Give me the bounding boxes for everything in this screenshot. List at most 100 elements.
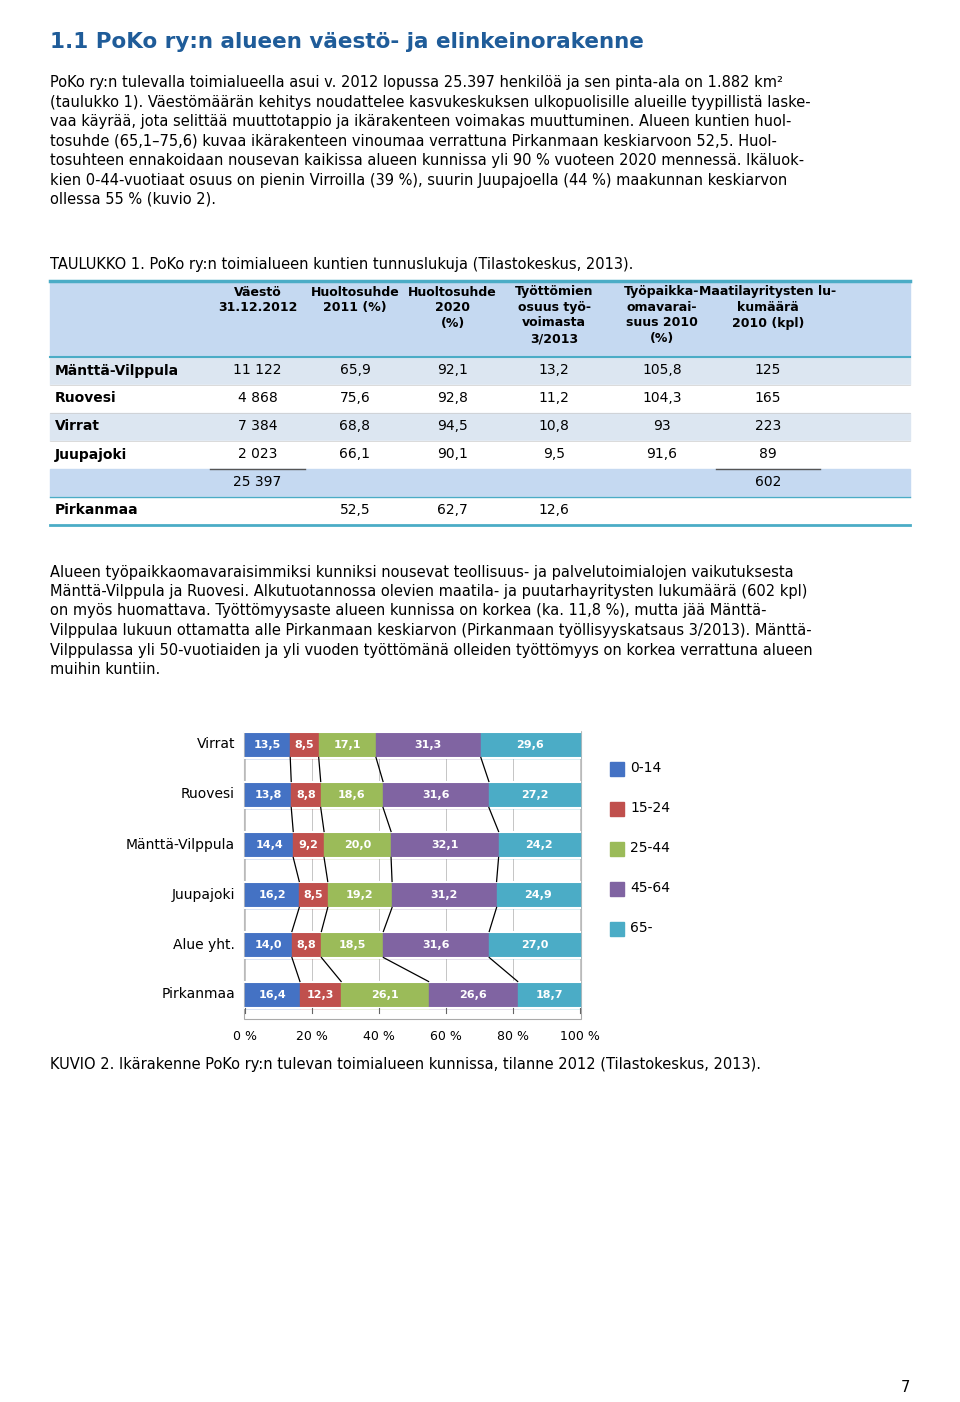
Text: (taulukko 1). Väestömäärän kehitys noudattelee kasvukeskuksen ulkopuolisille alu: (taulukko 1). Väestömäärän kehitys nouda… (50, 94, 810, 109)
Text: 13,8: 13,8 (254, 789, 282, 799)
Bar (481, 732, 580, 757)
Text: 45-64: 45-64 (630, 882, 670, 896)
Text: 602: 602 (755, 475, 781, 489)
Bar (300, 981, 341, 1008)
Text: 8,8: 8,8 (296, 789, 316, 799)
Text: TAULUKKO 1. PoKo ry:n toimialueen kuntien tunnuslukuja (Tilastokeskus, 2013).: TAULUKKO 1. PoKo ry:n toimialueen kuntie… (50, 257, 634, 272)
Bar (292, 931, 322, 958)
Text: 7: 7 (900, 1380, 910, 1395)
Text: 12,6: 12,6 (539, 503, 569, 517)
Text: Maatilayritysten lu-
kumäärä
2010 (kpl): Maatilayritysten lu- kumäärä 2010 (kpl) (700, 286, 836, 329)
Bar (327, 882, 392, 907)
Text: 14,0: 14,0 (254, 939, 282, 949)
Text: 26,6: 26,6 (459, 990, 487, 1000)
Text: 94,5: 94,5 (437, 419, 468, 433)
Text: 66,1: 66,1 (340, 447, 371, 461)
Text: 31,6: 31,6 (422, 939, 450, 949)
Text: Virrat: Virrat (55, 419, 100, 433)
Text: 32,1: 32,1 (431, 840, 459, 850)
Text: 80 %: 80 % (497, 1029, 529, 1043)
Text: 14,4: 14,4 (255, 840, 283, 850)
Bar (245, 757, 580, 808)
Text: 52,5: 52,5 (340, 503, 371, 517)
Text: 4 868: 4 868 (238, 391, 277, 405)
Text: tosuhde (65,1–75,6) kuvaa ikärakenteen vinoumaa verrattuna Pirkanmaan keskiarvoo: tosuhde (65,1–75,6) kuvaa ikärakenteen v… (50, 133, 777, 149)
Text: 31,2: 31,2 (431, 889, 458, 900)
Text: 12,3: 12,3 (307, 990, 334, 1000)
Text: Juupajoki: Juupajoki (55, 447, 128, 461)
Bar (391, 831, 498, 858)
Text: 24,2: 24,2 (525, 840, 553, 850)
Text: 75,6: 75,6 (340, 391, 371, 405)
Text: 20 %: 20 % (296, 1029, 328, 1043)
Text: 91,6: 91,6 (646, 447, 678, 461)
Text: 65,9: 65,9 (340, 363, 371, 377)
Bar (383, 781, 489, 808)
Text: 16,4: 16,4 (258, 990, 286, 1000)
Text: Väestö
31.12.2012: Väestö 31.12.2012 (218, 286, 298, 314)
Text: tosuhteen ennakoidaan nousevan kaikissa alueen kunnissa yli 90 % vuoteen 2020 me: tosuhteen ennakoidaan nousevan kaikissa … (50, 153, 804, 168)
Bar (50, 440, 910, 468)
Bar (245, 882, 300, 907)
Bar (245, 958, 580, 1008)
Text: 223: 223 (755, 419, 781, 433)
Bar (245, 732, 290, 757)
Text: Juupajoki: Juupajoki (172, 887, 235, 901)
Bar (245, 907, 580, 958)
Text: 18,7: 18,7 (536, 990, 563, 1000)
Text: 18,6: 18,6 (338, 789, 366, 799)
Bar (610, 761, 624, 775)
Bar (50, 496, 910, 524)
Text: 31,6: 31,6 (422, 789, 449, 799)
Text: 27,2: 27,2 (520, 789, 548, 799)
Text: 29,6: 29,6 (516, 739, 544, 750)
Text: 68,8: 68,8 (340, 419, 371, 433)
Text: 0-14: 0-14 (630, 761, 661, 775)
Bar (321, 781, 383, 808)
Text: kien 0-44-vuotiaat osuus on pienin Virroilla (39 %), suurin Juupajoella (44 %) m: kien 0-44-vuotiaat osuus on pienin Virro… (50, 172, 787, 188)
Text: 105,8: 105,8 (642, 363, 682, 377)
Bar (489, 781, 580, 808)
Bar (610, 841, 624, 855)
Text: 20,0: 20,0 (344, 840, 372, 850)
Text: 16,2: 16,2 (258, 889, 286, 900)
Text: Vilppulassa yli 50-vuotiaiden ja yli vuoden työttömänä olleiden työttömyys on ko: Vilppulassa yli 50-vuotiaiden ja yli vuo… (50, 642, 812, 658)
Text: 13,5: 13,5 (254, 739, 281, 750)
Text: Alue yht.: Alue yht. (173, 938, 235, 952)
Text: Pirkanmaa: Pirkanmaa (161, 987, 235, 1001)
Text: 9,5: 9,5 (543, 447, 565, 461)
Bar (610, 802, 624, 816)
Bar (490, 931, 580, 958)
Text: 90,1: 90,1 (437, 447, 468, 461)
Bar (50, 384, 910, 412)
Text: 92,1: 92,1 (437, 363, 468, 377)
Text: 15-24: 15-24 (630, 802, 670, 816)
Text: 8,5: 8,5 (295, 739, 314, 750)
Bar (498, 831, 580, 858)
Text: Työttömien
osuus työ-
voimasta
3/2013: Työttömien osuus työ- voimasta 3/2013 (515, 286, 593, 345)
Text: 24,9: 24,9 (524, 889, 552, 900)
Text: 2 023: 2 023 (238, 447, 277, 461)
Text: Työpaikka-
omavarai-
suus 2010
(%): Työpaikka- omavarai- suus 2010 (%) (624, 286, 700, 345)
Bar (291, 781, 321, 808)
Bar (392, 882, 496, 907)
Bar (341, 981, 428, 1008)
Bar (50, 356, 910, 384)
Bar (245, 931, 292, 958)
Bar (245, 831, 293, 858)
Text: Pirkanmaa: Pirkanmaa (55, 503, 138, 517)
Text: 60 %: 60 % (430, 1029, 462, 1043)
Text: 100 %: 100 % (560, 1029, 600, 1043)
Text: 25-44: 25-44 (630, 841, 670, 855)
Bar (610, 921, 624, 935)
Text: PoKo ry:n tulevalla toimialueella asui v. 2012 lopussa 25.397 henkilöä ja sen pi: PoKo ry:n tulevalla toimialueella asui v… (50, 74, 783, 90)
Bar (50, 280, 910, 356)
Text: 17,1: 17,1 (333, 739, 361, 750)
Text: Ruovesi: Ruovesi (181, 788, 235, 802)
Bar (50, 468, 910, 496)
Bar (244, 730, 581, 1018)
Text: 9,2: 9,2 (299, 840, 319, 850)
Text: 92,8: 92,8 (437, 391, 468, 405)
Text: 104,3: 104,3 (642, 391, 682, 405)
Text: 8,8: 8,8 (297, 939, 317, 949)
